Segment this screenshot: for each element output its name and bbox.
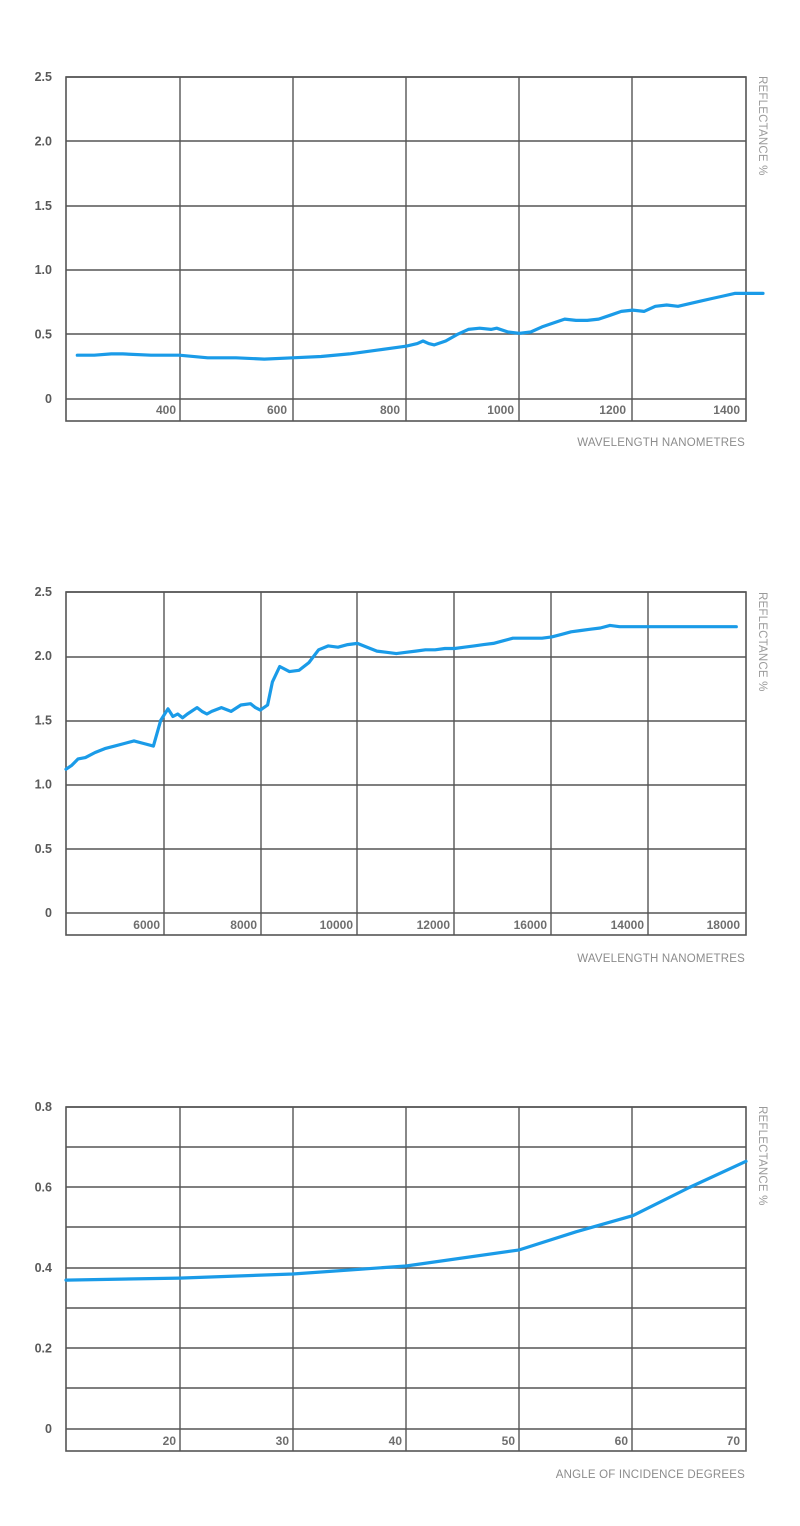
chart-infrared: Infrared - Hemispherical reflectance 0 0.… <box>34 546 768 965</box>
x-tick-label: 600 <box>267 403 287 417</box>
x-tick-label: 30 <box>276 1434 290 1448</box>
x-tick-label: 12000 <box>417 918 451 932</box>
y-tick-label: 0.5 <box>35 328 52 342</box>
grid <box>65 76 747 422</box>
y-tick-label: 2.0 <box>35 649 52 663</box>
x-axis-label: WAVELENGTH NANOMETRES <box>577 437 745 449</box>
x-axis-label: ANGLE OF INCIDENCE DEGREES <box>555 1469 745 1481</box>
x-tick-label: 400 <box>156 403 176 417</box>
y-tick-label: 0.5 <box>35 842 52 856</box>
y-axis-label: REFLECTANCE % <box>756 592 768 692</box>
y-tick-label: 0.4 <box>35 1261 52 1275</box>
chart-plot: 0 0.5 1.0 1.5 2.0 2.5 6000 8000 10000 12000 16000 1… <box>35 585 747 936</box>
y-tick-label: 0 <box>45 906 52 920</box>
chart-uv-nir: Ultraviolet to near-infrared - Hemispher… <box>0 0 800 470</box>
x-tick-label: 40 <box>389 1434 403 1448</box>
y-tick-label: 0 <box>45 392 52 406</box>
series-line <box>75 291 765 361</box>
x-tick-label: 1200 <box>599 403 626 417</box>
y-axis-label: REFLECTANCE % <box>756 76 768 176</box>
y-tick-label: 2.5 <box>35 70 52 84</box>
y-tick-label: 1.0 <box>35 263 52 277</box>
x-tick-label: 10000 <box>320 918 354 932</box>
x-tick-label: 70 <box>727 1434 741 1448</box>
y-tick-label: 2.0 <box>35 134 52 148</box>
x-tick-label: 18000 <box>707 918 741 932</box>
y-tick-label: 0 <box>45 1422 52 1436</box>
y-tick-label: 1.5 <box>35 713 52 727</box>
y-tick-label: 0.6 <box>35 1181 52 1195</box>
y-tick-label: 0.8 <box>35 1100 52 1114</box>
x-tick-label: 16000 <box>514 918 548 932</box>
series-line <box>64 1159 748 1282</box>
chart-plot: 0 0.5 1.0 1.5 2.0 2.5 400 600 800 1000 1200 1400 <box>35 70 765 422</box>
chart-title: Ultraviolet to near-infrared - Hemispher… <box>66 32 698 59</box>
x-axis-label: WAVELENGTH NANOMETRES <box>577 953 745 965</box>
x-tick-label: 1400 <box>713 403 740 417</box>
y-tick-label: 0.2 <box>35 1342 52 1356</box>
y-tick-label: 2.5 <box>35 585 52 599</box>
chart-title: White light - Total integrated scatter <box>66 1060 482 1087</box>
y-axis-label: REFLECTANCE % <box>756 1106 768 1206</box>
x-tick-label: 800 <box>380 403 400 417</box>
series-line <box>64 623 738 771</box>
y-tick-label: 1.5 <box>35 199 52 213</box>
x-tick-label: 50 <box>502 1434 516 1448</box>
y-tick-label: 1.0 <box>35 778 52 792</box>
chart-title: Infrared - Hemispherical reflectance <box>66 546 482 573</box>
x-tick-label: 6000 <box>133 918 160 932</box>
x-tick-label: 20 <box>163 1434 177 1448</box>
grid <box>65 1106 747 1452</box>
grid <box>65 591 747 936</box>
x-tick-label: 8000 <box>230 918 257 932</box>
x-tick-label: 14000 <box>611 918 645 932</box>
x-tick-label: 1000 <box>487 403 514 417</box>
x-tick-label: 60 <box>615 1434 629 1448</box>
